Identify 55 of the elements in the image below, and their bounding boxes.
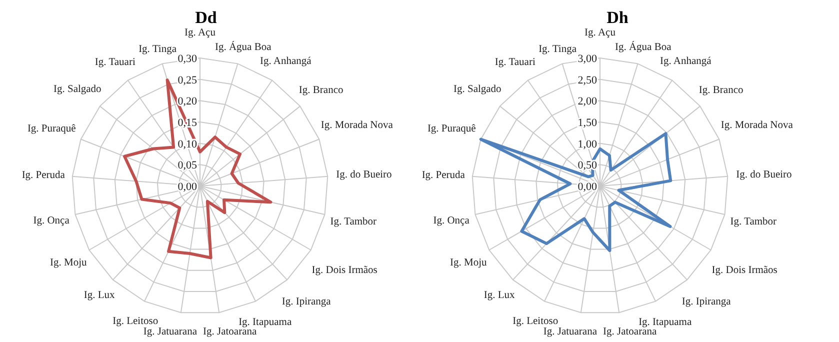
spoke-label: Ig. Açu — [184, 28, 216, 39]
spoke-label: Ig. Água Boa — [614, 40, 672, 53]
spoke-label: Ig. Branco — [698, 85, 744, 96]
spoke-label: Ig. Morada Nova — [720, 120, 794, 132]
spoke-label: Ig. do Bueiro — [336, 169, 392, 180]
spoke-label: Ig. Tambor — [330, 216, 378, 228]
spoke-label: Ig. Jatoarana — [203, 326, 257, 338]
spoke-label: Ig. Jatoarana — [603, 326, 657, 338]
spoke-label: Ig. Lux — [484, 290, 516, 302]
spoke-label: Ig. Peruda — [422, 170, 466, 181]
spoke-label: Ig. Branco — [298, 85, 344, 96]
spoke-label: Ig. Tauari — [94, 57, 136, 68]
spoke-label: Ig. Salgado — [53, 84, 102, 95]
spoke-label: Ig. Tinga — [538, 44, 577, 56]
y-tick-label: 1,50 — [578, 117, 598, 129]
spoke-label: Ig. Dois Irmãos — [712, 265, 778, 276]
spoke-label: Ig. do Bueiro — [736, 169, 792, 180]
y-tick-label: 3,00 — [578, 53, 598, 65]
spoke-label: Ig. Onça — [433, 216, 470, 227]
spoke-label: Ig. Tauari — [494, 57, 536, 68]
spoke-label: Ig. Peruda — [22, 170, 66, 181]
spoke-label: Ig. Morada Nova — [320, 120, 394, 132]
spoke-label: Ig. Dois Irmãos — [312, 265, 378, 276]
spoke-label: Ig. Moju — [50, 258, 88, 269]
spoke-label: Ig. Leitoso — [512, 316, 558, 327]
chart-title: Dh — [606, 8, 630, 28]
spoke-label: Ig. Anhangá — [660, 56, 712, 68]
y-tick-label: 0,20 — [178, 96, 198, 108]
spoke-label: Ig. Leitoso — [112, 316, 158, 327]
y-tick-label: 1,00 — [578, 138, 598, 150]
y-tick-label: 2,50 — [578, 74, 598, 86]
y-tick-label: 0,00 — [178, 181, 198, 193]
spoke-label: Ig. Tinga — [138, 44, 177, 56]
spoke-label: Ig. Tambor — [730, 216, 778, 228]
spoke-label: Ig. Ipiranga — [282, 296, 332, 308]
y-tick-label: 0,25 — [178, 74, 198, 86]
spoke-label: Ig. Itapuama — [638, 316, 692, 328]
spoke-label: Ig. Lux — [84, 290, 116, 302]
spoke-label: Ig. Açu — [584, 28, 616, 39]
spoke-label: Ig. Água Boa — [214, 40, 272, 53]
y-tick-label: 0,00 — [578, 181, 598, 193]
y-tick-label: 0,30 — [178, 53, 198, 65]
spoke-label: Ig. Anhangá — [260, 56, 312, 68]
spoke-label: Ig. Moju — [450, 258, 488, 269]
spoke-label: Ig. Puraquê — [27, 123, 76, 134]
chart-title: Dd — [194, 8, 218, 28]
spoke-label: Ig. Jatuarana — [143, 326, 198, 338]
spoke-label: Ig. Onça — [33, 216, 70, 227]
spoke-label: Ig. Salgado — [453, 84, 502, 95]
spoke-label: Ig. Puraquê — [427, 123, 476, 134]
y-tick-label: 2,00 — [578, 96, 598, 108]
spoke-label: Ig. Ipiranga — [682, 296, 732, 308]
spoke-label: Ig. Itapuama — [238, 316, 292, 328]
y-tick-label: 0,05 — [178, 160, 198, 172]
spoke-label: Ig. Jatuarana — [543, 326, 598, 338]
